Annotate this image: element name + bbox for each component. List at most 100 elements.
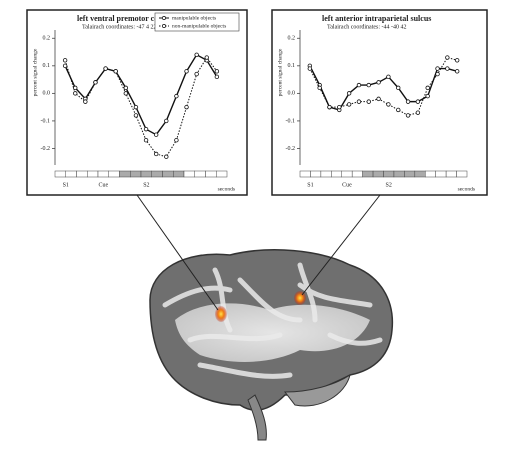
legend-box [154, 12, 240, 32]
chart-subtitle: Talairach coordinates: -47 4 22 [82, 24, 157, 30]
data-point [396, 85, 401, 91]
data-point [133, 104, 139, 110]
timeline-cell [140, 170, 152, 178]
data-point [445, 66, 450, 71]
data-point [454, 58, 460, 63]
timeline-label: S1 [63, 182, 69, 188]
timeline-cell [425, 170, 436, 178]
data-point [73, 91, 78, 96]
timeline-cell [54, 170, 66, 178]
data-point [62, 58, 68, 63]
timeline-cell [341, 170, 353, 178]
data-point [123, 85, 129, 91]
series-line [309, 65, 458, 111]
timeline-cell [393, 170, 405, 178]
data-point [214, 69, 220, 74]
timeline-label: Cue [99, 182, 109, 188]
y-tick-label: 0.1 [43, 63, 51, 69]
data-point [376, 80, 381, 85]
timeline-cell [173, 170, 185, 178]
data-point [153, 132, 159, 137]
series-line [64, 56, 218, 158]
timeline-cell [108, 170, 120, 178]
timeline-cell [351, 170, 363, 178]
y-tick-label: -0.1 [41, 118, 51, 124]
data-point [435, 71, 440, 77]
data-point [337, 104, 342, 110]
timeline-cell [456, 170, 468, 178]
legend-marker [162, 24, 166, 28]
data-point [143, 138, 149, 143]
data-point [184, 69, 189, 74]
data-point [73, 85, 78, 91]
timeline-cell [445, 170, 457, 178]
timeline-cell [414, 170, 426, 178]
timeline-cell [162, 170, 174, 178]
connector [301, 194, 381, 296]
data-point [425, 93, 430, 99]
timeline-cell [87, 170, 99, 178]
data-point [143, 126, 149, 132]
data-point [386, 74, 391, 80]
timeline-cell [320, 170, 332, 178]
data-point [366, 99, 371, 104]
timeline-cell [299, 170, 311, 178]
timeline-label: S2 [386, 182, 392, 188]
data-point [164, 154, 169, 159]
series-line [309, 56, 458, 116]
timeline-cell [404, 170, 416, 178]
data-point [396, 107, 401, 113]
chart-title: left ventral premotor cortex [77, 14, 172, 23]
data-point [415, 99, 421, 104]
data-point [204, 55, 209, 60]
brain [149, 249, 394, 441]
data-point [123, 91, 129, 96]
chart-frame [271, 9, 488, 196]
data-point [113, 69, 118, 74]
timeline-cell [205, 170, 217, 178]
data-point [415, 110, 421, 115]
data-point [346, 91, 352, 96]
data-point [194, 52, 199, 57]
data-point [214, 74, 220, 80]
chart-subtitle: Talairach coordinates: -44 -40 42 [327, 24, 407, 30]
timeline-cell [151, 170, 163, 178]
data-point [454, 69, 460, 74]
y-axis-label: percent signal change [32, 48, 38, 96]
timeline-cell [216, 170, 228, 178]
data-point [445, 55, 450, 60]
data-point [405, 113, 411, 118]
data-point [93, 80, 98, 85]
data-point [366, 82, 371, 88]
timeline-cell [183, 170, 195, 178]
data-point [62, 63, 68, 69]
y-tick-label: 0.0 [43, 91, 51, 97]
legend-marker [162, 16, 166, 20]
y-tick-label: 0.0 [288, 91, 296, 97]
y-tick-label: 0.1 [288, 63, 296, 69]
timeline-cell [194, 170, 206, 178]
y-tick-label: -0.2 [286, 146, 296, 152]
y-tick-label: 0.2 [288, 36, 296, 42]
data-point [405, 99, 411, 104]
data-point [356, 82, 362, 88]
data-point [133, 113, 139, 118]
y-tick-label: -0.2 [41, 146, 51, 152]
data-point [83, 99, 88, 104]
legend-label: non-manipulable objects [172, 23, 226, 29]
legend-label: manipulable objects [172, 15, 216, 21]
timeline-cell [65, 170, 77, 178]
connector [136, 194, 219, 311]
data-point [376, 96, 381, 102]
data-point [184, 104, 189, 110]
timeline-cell [97, 170, 109, 178]
data-point [153, 151, 159, 157]
series-line [64, 53, 218, 136]
chart-frame [26, 9, 248, 196]
data-point [356, 99, 362, 104]
data-point [307, 66, 313, 71]
timeline-label: S1 [307, 182, 313, 188]
y-axis-label: percent signal change [277, 48, 283, 96]
data-point [386, 102, 391, 107]
